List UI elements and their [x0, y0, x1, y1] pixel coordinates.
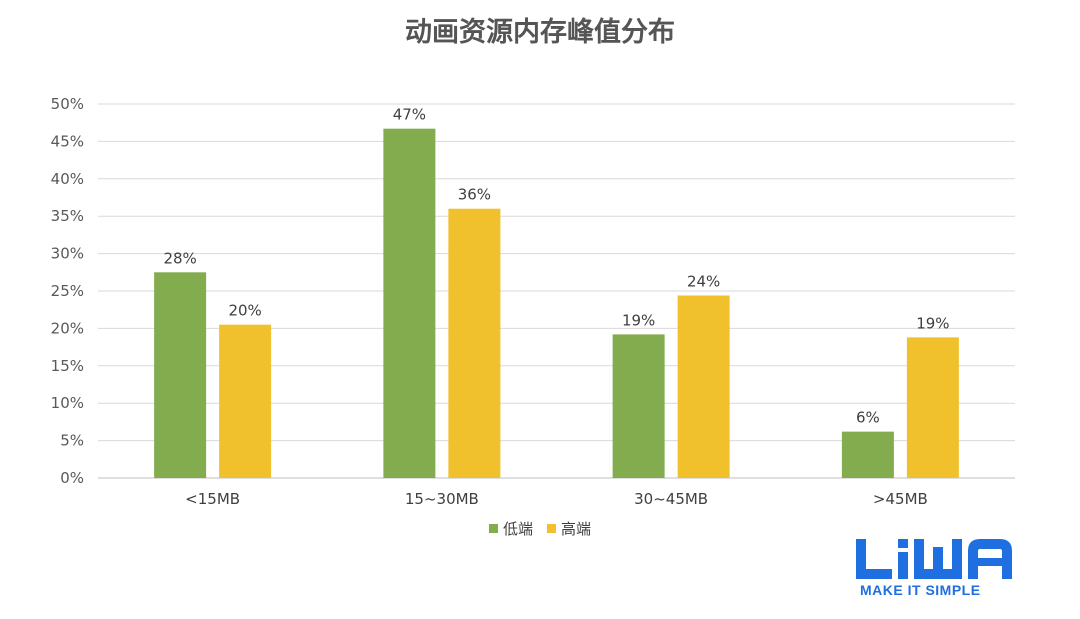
- data-label: 20%: [228, 302, 261, 320]
- liwa-wordmark: [856, 539, 1012, 579]
- y-tick-label: 15%: [51, 357, 84, 375]
- x-tick-label: 30~45MB: [634, 490, 708, 508]
- bar: [841, 431, 894, 478]
- data-label: 19%: [622, 311, 655, 329]
- x-tick-label: <15MB: [185, 490, 240, 508]
- data-label: 24%: [687, 272, 720, 290]
- legend-item-low-end: 低端: [488, 518, 533, 539]
- y-tick-label: 50%: [51, 95, 84, 113]
- data-label: 28%: [163, 249, 196, 267]
- bar: [612, 334, 665, 478]
- logo-tagline: MAKE IT SIMPLE: [860, 582, 981, 598]
- bar: [906, 337, 959, 478]
- y-tick-label: 5%: [60, 432, 84, 450]
- legend: 低端 高端: [0, 518, 1080, 539]
- chart-title: 动画资源内存峰值分布: [405, 17, 675, 48]
- bar: [154, 272, 207, 478]
- x-tick-label: 15~30MB: [405, 490, 479, 508]
- x-tick-label: >45MB: [873, 490, 928, 508]
- bar: [219, 324, 272, 478]
- y-tick-label: 30%: [51, 245, 84, 263]
- y-tick-label: 0%: [60, 469, 84, 487]
- y-tick-label: 45%: [51, 132, 84, 150]
- legend-swatch-low-end: [488, 524, 498, 533]
- legend-swatch-high-end: [547, 524, 556, 533]
- legend-item-high-end: 高端: [547, 518, 591, 539]
- bar: [448, 208, 501, 478]
- data-label: 6%: [856, 409, 880, 427]
- legend-label-low-end: 低端: [502, 520, 533, 538]
- y-tick-label: 25%: [51, 282, 84, 300]
- y-tick-label: 40%: [51, 170, 84, 188]
- y-tick-label: 10%: [51, 394, 84, 412]
- bar: [677, 295, 730, 478]
- y-tick-label: 35%: [51, 207, 84, 225]
- bar: [383, 128, 436, 478]
- data-label: 36%: [458, 186, 491, 204]
- y-tick-label: 20%: [51, 319, 84, 337]
- data-label: 19%: [916, 314, 949, 332]
- liwa-logo: MAKE IT SIMPLE: [850, 535, 1025, 605]
- data-label: 47%: [393, 106, 426, 124]
- legend-label-high-end: 高端: [561, 520, 592, 538]
